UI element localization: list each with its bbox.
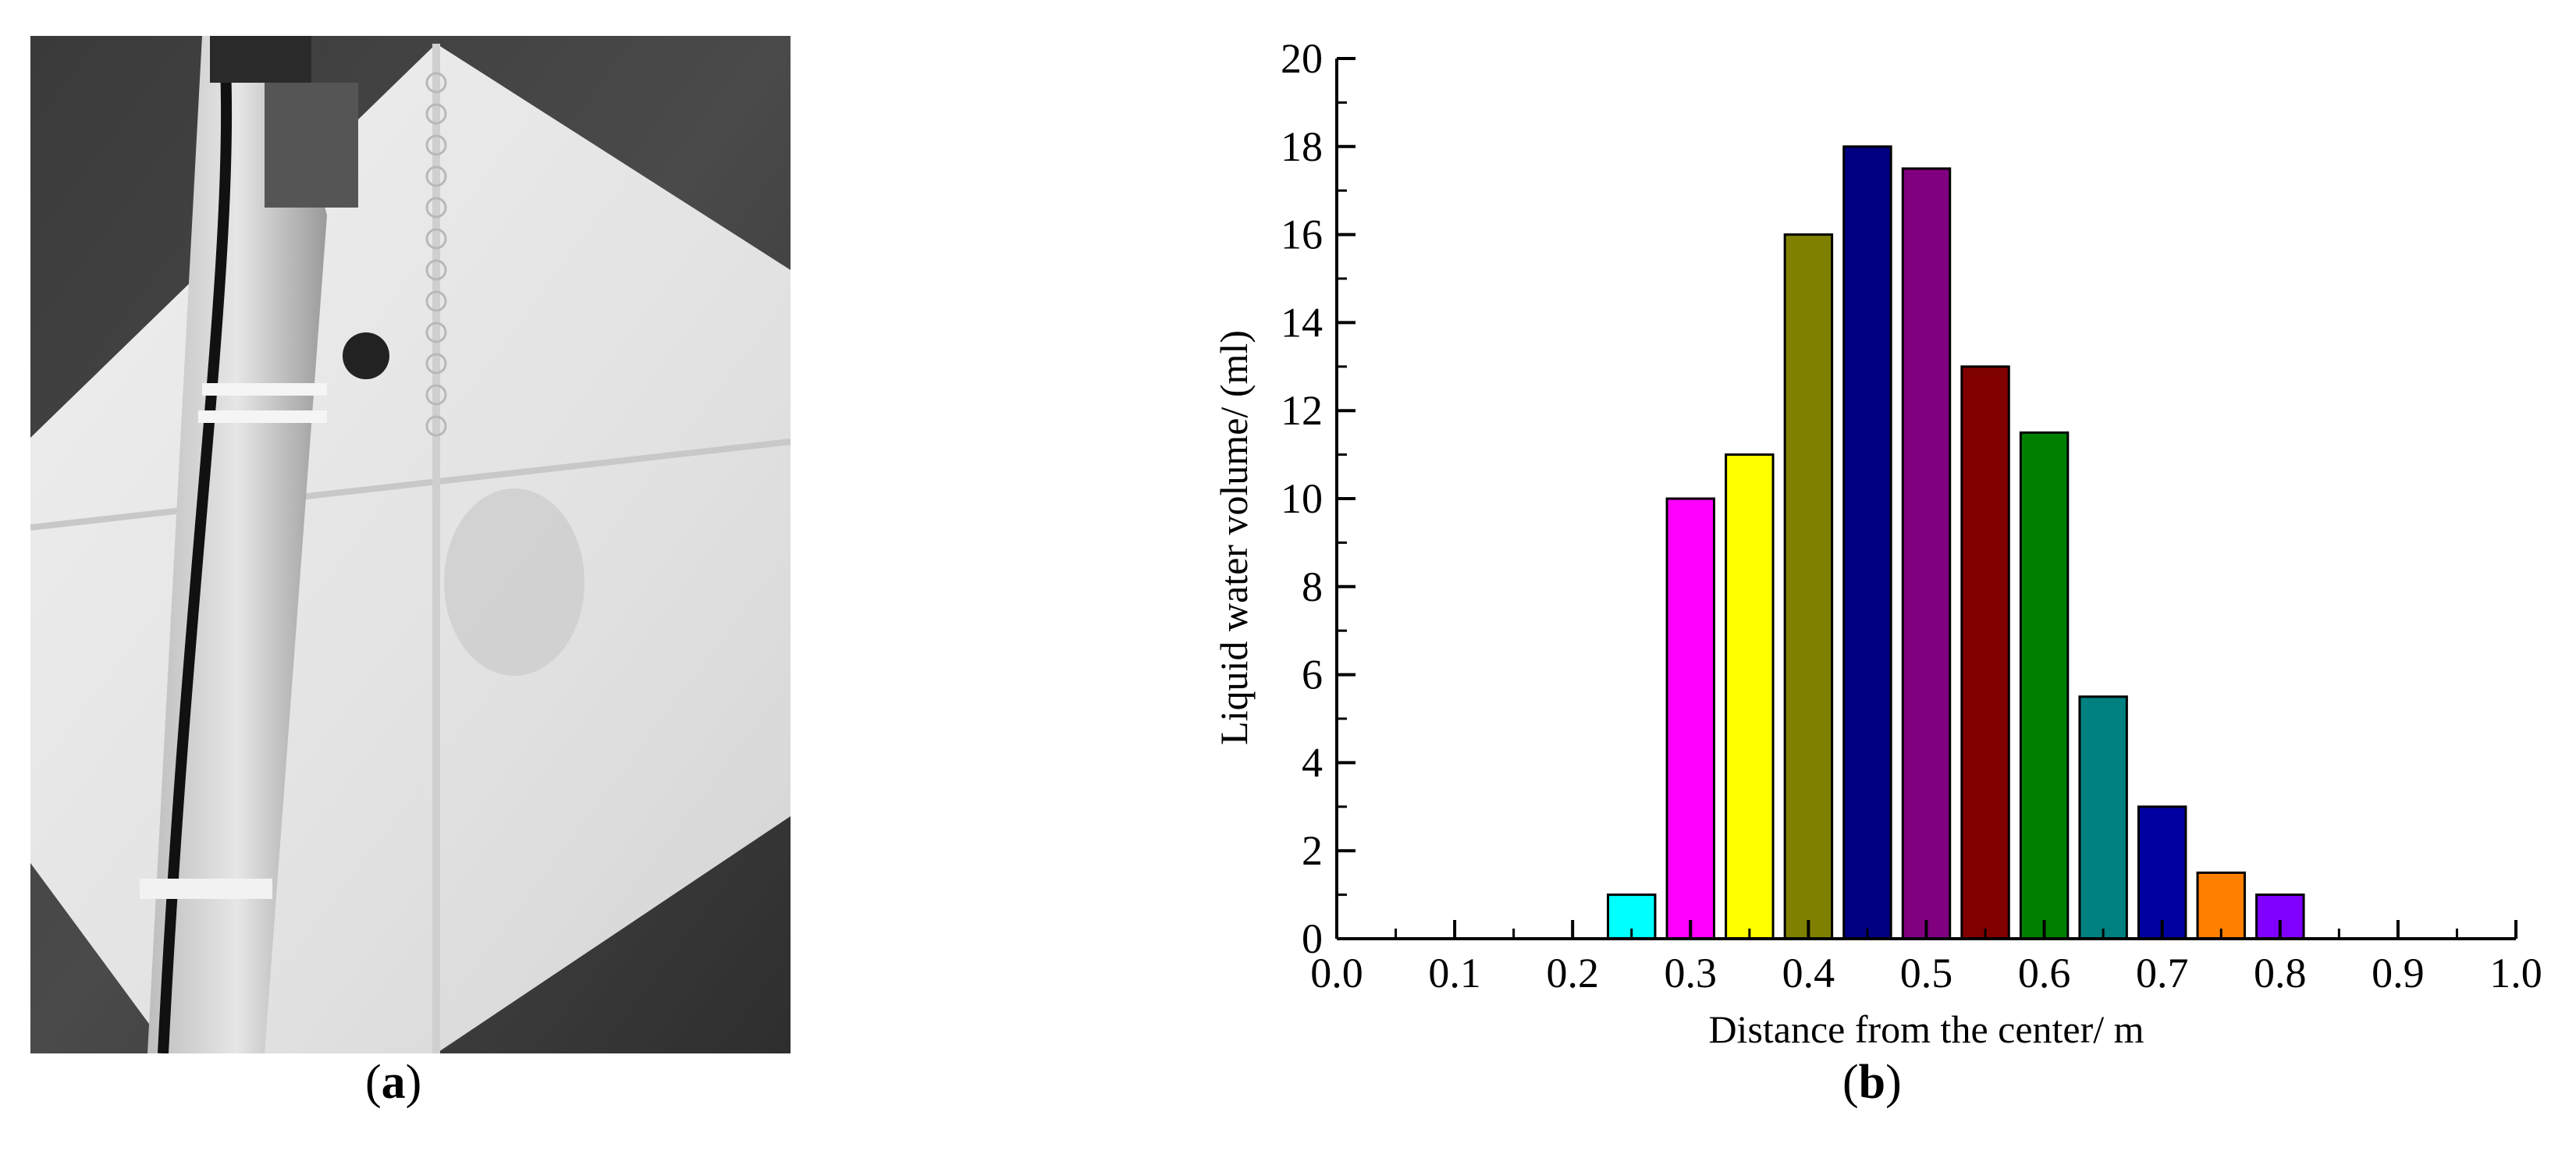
- y-tick-label: 6: [1302, 652, 1323, 698]
- bar: [2137, 805, 2187, 940]
- y-tick-label: 18: [1281, 123, 1323, 170]
- cable-tie-3: [140, 879, 272, 899]
- nozzle-head: [210, 36, 311, 83]
- caption-a: (a): [365, 1056, 422, 1109]
- x-tick-label: 1.0: [2489, 950, 2542, 996]
- x-tick-label: 0.2: [1546, 950, 1599, 996]
- tube-assembly: [147, 36, 327, 1053]
- bar: [2019, 431, 2070, 940]
- y-tick-label: 8: [1302, 563, 1323, 610]
- x-tick-label: 0.7: [2136, 950, 2189, 996]
- bar: [1725, 453, 1775, 940]
- nozzle-bracket: [265, 83, 358, 208]
- nozzle-tip: [343, 332, 389, 379]
- photo-icon: [30, 36, 791, 1053]
- x-tick-label: 0.4: [1782, 950, 1835, 996]
- caption-b: (b): [1842, 1056, 1902, 1109]
- bar: [1901, 167, 1952, 940]
- bars-layer: [1607, 145, 2305, 940]
- x-tick-label: 0.9: [2372, 950, 2425, 996]
- cable-tie-2: [198, 410, 327, 423]
- y-axis-title: Liquid water volume/ (ml): [1212, 330, 1256, 745]
- bar: [1960, 365, 2010, 940]
- x-tick-label: 0.5: [1900, 950, 1953, 996]
- x-tick-label: 0.8: [2254, 950, 2307, 996]
- y-tick-label: 14: [1281, 299, 1323, 346]
- x-tick-label: 0.0: [1310, 950, 1363, 996]
- y-tick-label: 20: [1281, 35, 1323, 82]
- x-axis-title: Distance from the center/ m: [1708, 1007, 2144, 1051]
- sheet-crease-horizontal: [30, 439, 791, 531]
- y-tick-label: 10: [1281, 475, 1323, 522]
- black-cable: [158, 66, 233, 1053]
- cable-tie-1: [202, 383, 327, 396]
- wet-spot: [444, 488, 584, 676]
- y-tick-label: 4: [1302, 739, 1323, 786]
- y-tick-label: 12: [1281, 387, 1323, 434]
- bar: [2196, 871, 2246, 940]
- axes-layer: 0.0 0.1 0.2 0.3 0.4 0.5 0.6 0.7 0.8 0.9 1.0 0 2 4 6 8 10…: [1281, 35, 2542, 996]
- bar: [1665, 497, 1716, 940]
- bar: [1842, 145, 1892, 940]
- droplet-column: [425, 72, 447, 437]
- y-tick-label: 2: [1302, 827, 1323, 874]
- photo-panel: [30, 36, 791, 1053]
- bar: [1783, 233, 1834, 940]
- x-tick-label: 0.6: [2018, 950, 2071, 996]
- x-tick-label: 0.1: [1428, 950, 1481, 996]
- y-tick-label: 0: [1302, 915, 1323, 962]
- y-tick-label: 16: [1281, 211, 1323, 258]
- x-tick-label: 0.3: [1665, 950, 1718, 996]
- bar: [2078, 695, 2128, 940]
